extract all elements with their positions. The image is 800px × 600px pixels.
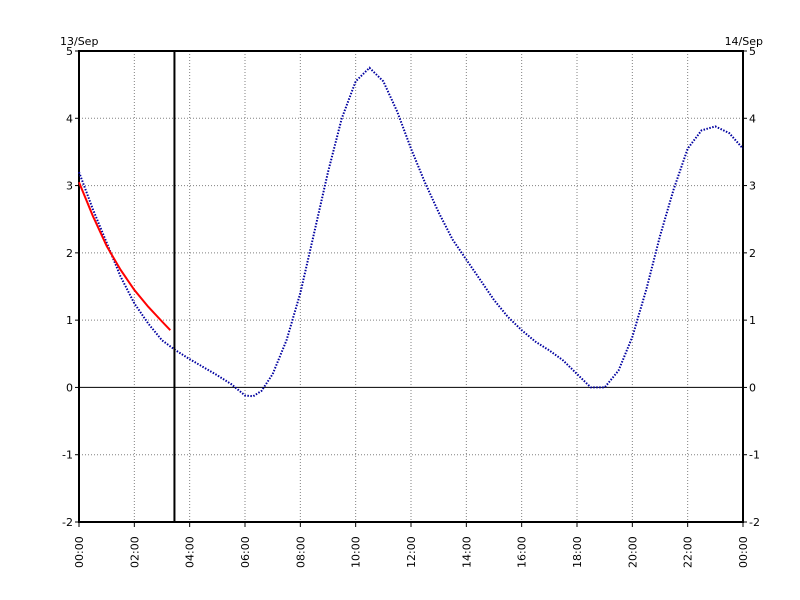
y-tick-label-right: 3 bbox=[749, 180, 756, 193]
x-tick-label: 22:00 bbox=[682, 536, 695, 568]
x-tick-label: 08:00 bbox=[294, 536, 307, 568]
y-tick-label-right: 5 bbox=[749, 45, 756, 58]
series-layer bbox=[78, 66, 744, 398]
observed-series-line bbox=[78, 66, 744, 398]
x-tick-label: 20:00 bbox=[626, 536, 639, 568]
x-tick-label: 00:00 bbox=[737, 536, 750, 568]
x-tick-label: 18:00 bbox=[571, 536, 584, 568]
y-tick-label-left: 3 bbox=[66, 180, 73, 193]
y-tick-label-left: 2 bbox=[66, 247, 73, 260]
left-date-label: 13/Sep bbox=[60, 35, 99, 48]
y-tick-label-left: -2 bbox=[62, 516, 73, 529]
plot-frame bbox=[78, 50, 744, 523]
y-tick-label-right: 0 bbox=[749, 381, 756, 394]
x-tick-label: 16:00 bbox=[516, 536, 529, 568]
x-tick-label: 04:00 bbox=[184, 536, 197, 568]
grid-lines bbox=[79, 51, 743, 522]
y-tick-label-right: 2 bbox=[749, 247, 756, 260]
x-tick-label: 02:00 bbox=[128, 536, 141, 568]
x-tick-label: 10:00 bbox=[350, 536, 363, 568]
x-tick-label: 12:00 bbox=[405, 536, 418, 568]
x-tick-label: 14:00 bbox=[460, 536, 473, 568]
y-tick-label-right: -1 bbox=[749, 449, 760, 462]
predicted-series-line bbox=[78, 181, 172, 331]
y-tick-label-left: 1 bbox=[66, 314, 73, 327]
x-tick-label: 06:00 bbox=[239, 536, 252, 568]
y-tick-label-right: 4 bbox=[749, 112, 756, 125]
y-tick-label-right: 1 bbox=[749, 314, 756, 327]
y-tick-label-left: 0 bbox=[66, 381, 73, 394]
axes: 00:00 02:00 04:00 06:00 08:00 10:00 12:00 14:00… bbox=[62, 45, 760, 568]
right-date-label: 14/Sep bbox=[724, 35, 763, 48]
x-tick-label: 00:00 bbox=[73, 536, 86, 568]
y-tick-label-left: 5 bbox=[66, 45, 73, 58]
y-tick-label-right: -2 bbox=[749, 516, 760, 529]
y-tick-label-left: 4 bbox=[66, 112, 73, 125]
y-tick-label-left: -1 bbox=[62, 449, 73, 462]
